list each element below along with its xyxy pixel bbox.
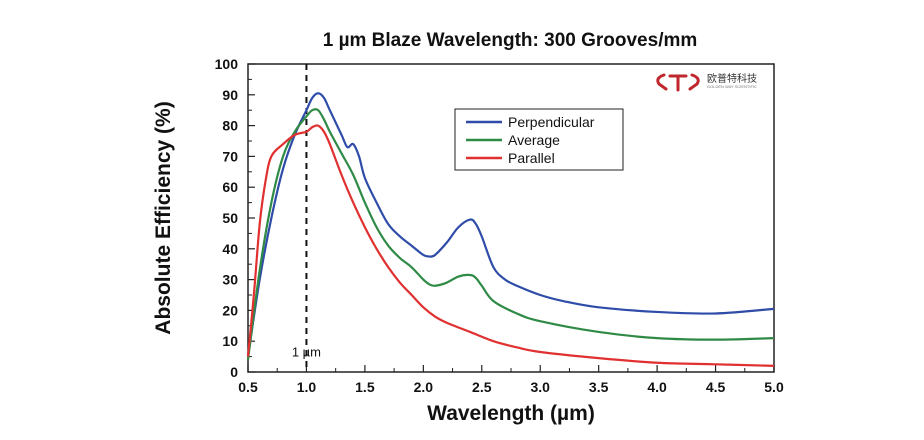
y-tick-label: 100 <box>215 56 239 72</box>
legend-label-parallel: Parallel <box>508 150 555 166</box>
x-tick-label: 1.0 <box>297 379 317 395</box>
x-tick-label: 4.0 <box>647 379 667 395</box>
logo-text: 欧普特科技 <box>707 72 757 85</box>
x-tick-label: 1.5 <box>355 379 375 395</box>
logo: 欧普特科技 GOLDEN WAY SCIENTIFIC <box>656 72 757 92</box>
series-line-perpendicular <box>246 92 775 357</box>
x-axis-label: Wavelength (µm) <box>427 402 595 425</box>
plot-area: 0.5 1.0 1.5 2.0 2.5 3.0 3.5 4.0 4.5 5.0 0 10 20 30 40… <box>215 56 784 395</box>
y-tick-label: 80 <box>222 118 238 134</box>
x-tick-label: 2.0 <box>414 379 434 395</box>
logo-center <box>668 74 688 92</box>
series-lines <box>246 92 775 367</box>
x-tick-label: 5.0 <box>764 379 784 395</box>
y-tick-label: 20 <box>222 302 238 318</box>
x-tick-label: 2.5 <box>472 379 492 395</box>
legend-label-average: Average <box>508 132 560 148</box>
x-tick-label: 3.5 <box>589 379 609 395</box>
x-ticks: 0.5 1.0 1.5 2.0 2.5 3.0 3.5 4.0 4.5 5.0 <box>238 365 784 395</box>
y-ticks: 0 10 20 30 40 50 60 70 80 90 100 <box>215 56 255 380</box>
x-tick-label: 4.5 <box>706 379 726 395</box>
annotation-label: 1 µm <box>292 345 321 360</box>
y-tick-label: 60 <box>222 179 238 195</box>
y-tick-label: 40 <box>222 241 238 257</box>
chart-title: 1 µm Blaze Wavelength: 300 Grooves/mm <box>323 30 698 51</box>
legend: Perpendicular Average Parallel <box>454 108 624 171</box>
y-tick-label: 10 <box>222 333 238 349</box>
logo-mark-icon <box>656 73 700 92</box>
y-tick-label: 90 <box>222 87 238 103</box>
y-tick-label: 30 <box>222 272 238 288</box>
x-tick-label: 3.0 <box>530 379 550 395</box>
y-tick-label: 70 <box>222 148 238 164</box>
y-tick-label: 50 <box>222 210 238 226</box>
y-axis-label: Absolute Efficiency (%) <box>152 101 175 334</box>
y-tick-label: 0 <box>230 364 238 380</box>
series-line-parallel <box>246 124 775 367</box>
logo-arc-right <box>688 73 700 91</box>
series-line-average <box>246 108 775 360</box>
logo-arc-left <box>656 73 668 91</box>
logo-subtext: GOLDEN WAY SCIENTIFIC <box>707 84 757 89</box>
x-tick-label: 0.5 <box>238 379 258 395</box>
legend-label-perpendicular: Perpendicular <box>508 114 595 130</box>
